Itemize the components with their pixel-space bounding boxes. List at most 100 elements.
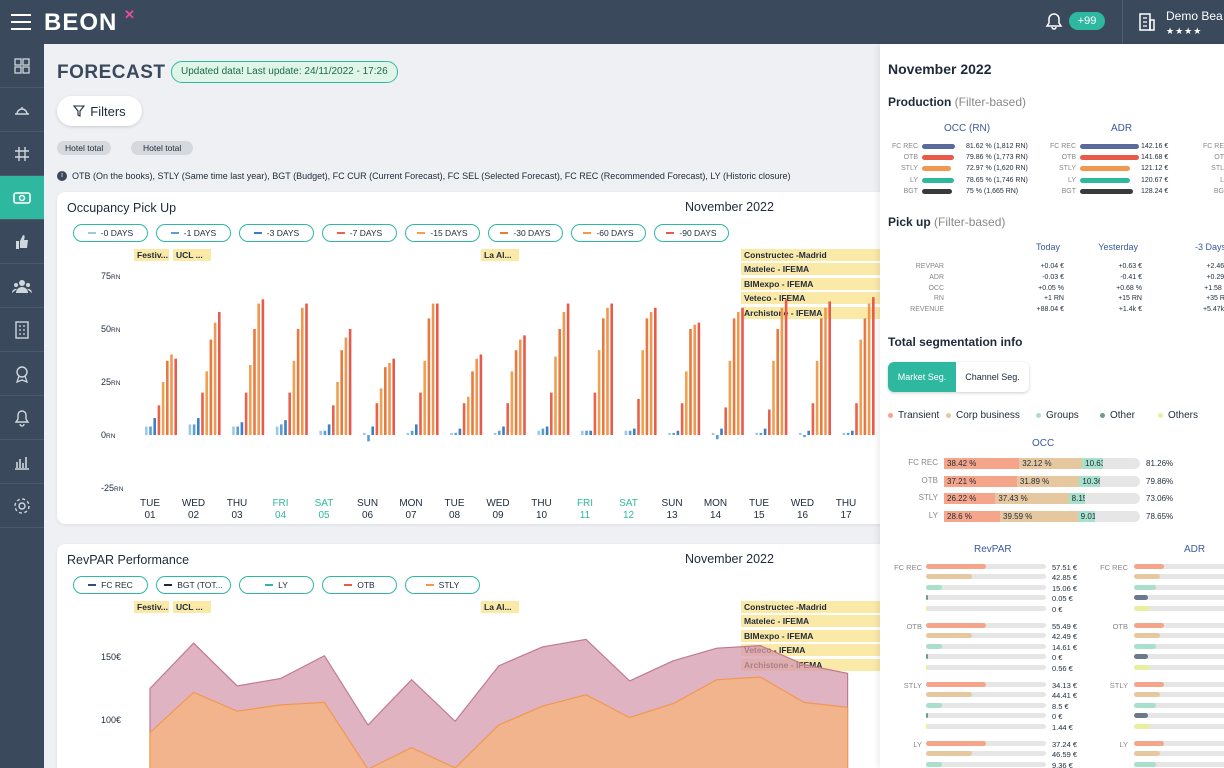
occupancy-bar[interactable] — [859, 339, 862, 435]
occupancy-bar[interactable] — [384, 367, 387, 435]
legend-pill--7-days[interactable]: -7 DAYS — [322, 224, 397, 242]
occupancy-bar[interactable] — [720, 428, 723, 435]
occupancy-bar[interactable] — [741, 307, 744, 435]
occupancy-bar[interactable] — [197, 418, 200, 435]
occupancy-bar[interactable] — [597, 350, 601, 435]
occupancy-bar[interactable] — [610, 303, 613, 435]
sidebar-users-icon[interactable] — [0, 264, 44, 308]
seg-legend-item[interactable]: Corp business — [946, 410, 1020, 421]
legend-pill--3-days[interactable]: -3 DAYS — [239, 224, 314, 242]
occupancy-bar[interactable] — [689, 329, 692, 435]
occupancy-bar[interactable] — [253, 329, 256, 435]
occupancy-bar[interactable] — [296, 329, 300, 435]
occ-seg-part[interactable]: 32.12 % — [1019, 458, 1083, 469]
occupancy-bar[interactable] — [514, 350, 518, 435]
occupancy-bar[interactable] — [498, 430, 501, 435]
occupancy-bar[interactable] — [363, 432, 366, 435]
occupancy-bar[interactable] — [672, 432, 675, 435]
occupancy-bar[interactable] — [236, 426, 239, 435]
occupancy-bar[interactable] — [784, 299, 788, 435]
sidebar-dashboard-icon[interactable] — [0, 44, 44, 88]
occupancy-bar[interactable] — [261, 299, 265, 435]
occupancy-bar[interactable] — [807, 430, 810, 435]
occupancy-bar[interactable] — [768, 409, 771, 435]
sidebar-bell-icon[interactable] — [0, 396, 44, 440]
occupancy-bar[interactable] — [506, 403, 509, 435]
occ-seg-part[interactable]: 8.15 — [1068, 493, 1085, 504]
seg-legend-item[interactable]: Other — [1100, 410, 1135, 421]
occupancy-bar[interactable] — [174, 358, 177, 435]
occupancy-bar[interactable] — [205, 371, 208, 435]
occupancy-bar[interactable] — [415, 424, 418, 435]
bell-icon[interactable] — [1044, 11, 1064, 31]
occupancy-bar[interactable] — [863, 318, 867, 435]
occ-seg-part[interactable]: 10.36 — [1079, 475, 1100, 487]
occupancy-bar[interactable] — [454, 432, 457, 435]
occupancy-bar[interactable] — [232, 426, 235, 435]
occupancy-bar[interactable] — [641, 350, 644, 435]
occupancy-bar[interactable] — [545, 426, 549, 435]
sidebar-settings-gear-icon[interactable] — [0, 484, 44, 528]
occupancy-bar[interactable] — [166, 360, 169, 435]
sidebar-thumbs-up-icon[interactable] — [0, 220, 44, 264]
occupancy-bar[interactable] — [842, 432, 846, 435]
occupancy-bar[interactable] — [249, 365, 252, 435]
seg-legend-item[interactable]: Transient — [888, 410, 939, 421]
occupancy-bar[interactable] — [467, 396, 470, 435]
occupancy-bar[interactable] — [192, 424, 196, 435]
occupancy-bar[interactable] — [562, 312, 566, 435]
occupancy-bar[interactable] — [406, 432, 410, 435]
occupancy-bar[interactable] — [450, 432, 453, 435]
occupancy-bar[interactable] — [275, 426, 279, 435]
occupancy-bar[interactable] — [157, 405, 161, 435]
occupancy-bar[interactable] — [637, 398, 640, 435]
occupancy-bar[interactable] — [541, 428, 545, 435]
occupancy-bar[interactable] — [510, 371, 514, 435]
sidebar-building-icon[interactable] — [0, 308, 44, 352]
occupancy-bar[interactable] — [820, 318, 823, 435]
occupancy-bar[interactable] — [479, 354, 483, 435]
occupancy-bar[interactable] — [213, 322, 217, 435]
occupancy-bar[interactable] — [550, 392, 553, 435]
occ-seg-part[interactable]: 9.01 — [1077, 510, 1096, 522]
occupancy-bar[interactable] — [697, 322, 701, 435]
event-tag[interactable]: UCL ... — [173, 601, 211, 613]
occupancy-bar[interactable] — [676, 430, 680, 435]
occupancy-bar[interactable] — [436, 303, 439, 435]
occupancy-bar[interactable] — [519, 339, 522, 435]
occupancy-bar[interactable] — [606, 307, 609, 435]
occupancy-bar[interactable] — [292, 360, 296, 435]
occupancy-bar[interactable] — [388, 362, 391, 435]
occ-seg-part[interactable]: 39.59 % — [1000, 510, 1078, 522]
occupancy-bar[interactable] — [371, 426, 374, 435]
event-tag[interactable]: Constructec -Madrid — [741, 601, 880, 613]
occupancy-bar[interactable] — [581, 430, 584, 435]
occupancy-bar[interactable] — [645, 318, 649, 435]
event-tag[interactable]: Festiv... — [134, 601, 169, 613]
event-tag[interactable]: Archistone - IFEMA — [741, 306, 880, 319]
tab-market-seg[interactable]: Market Seg. — [888, 362, 956, 392]
legend-pill-ly[interactable]: LY — [239, 576, 314, 594]
occupancy-bar[interactable] — [327, 424, 331, 435]
legend-pill-otb[interactable]: OTB — [322, 576, 397, 594]
occupancy-bar[interactable] — [815, 360, 819, 435]
occ-seg-part[interactable]: 26.22 % — [944, 493, 996, 504]
occupancy-bar[interactable] — [685, 371, 688, 435]
occupancy-bar[interactable] — [828, 301, 831, 435]
occupancy-bar[interactable] — [340, 350, 343, 435]
occ-seg-part[interactable]: 38.42 % — [944, 458, 1020, 469]
occupancy-bar[interactable] — [654, 307, 657, 435]
occupancy-bar[interactable] — [153, 418, 156, 435]
event-tag[interactable]: UCL ... — [173, 249, 211, 261]
occupancy-bar[interactable] — [649, 312, 653, 435]
event-tag[interactable]: Constructec -Madrid — [741, 249, 880, 261]
occupancy-bar[interactable] — [375, 403, 379, 435]
occupancy-bar[interactable] — [332, 405, 335, 435]
occupancy-bar[interactable] — [280, 424, 283, 435]
occupancy-bar[interactable] — [624, 430, 628, 435]
legend-pill--1-days[interactable]: -1 DAYS — [156, 224, 231, 242]
occupancy-bar[interactable] — [558, 329, 561, 435]
occ-seg-part[interactable]: 28.6 % — [944, 510, 1001, 522]
event-tag[interactable]: Veteco - IFEMA — [741, 292, 880, 305]
occupancy-bar[interactable] — [554, 356, 557, 435]
